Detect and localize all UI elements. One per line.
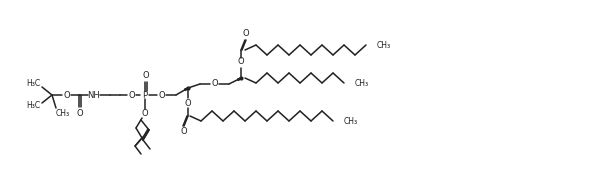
Text: O: O [180,128,187,136]
Text: O: O [142,109,148,119]
Text: O: O [76,108,83,118]
Text: P: P [142,91,148,99]
Text: O: O [212,80,218,88]
Text: CH₃: CH₃ [56,109,70,119]
Text: O: O [158,91,166,99]
Text: O: O [143,71,149,81]
Text: CH₃: CH₃ [377,40,391,50]
Text: O: O [64,91,70,99]
Text: CH₃: CH₃ [344,116,358,125]
Text: O: O [238,57,244,67]
Text: O: O [185,99,191,108]
Text: H₃C: H₃C [26,101,40,111]
Text: NH: NH [88,91,100,99]
Text: H₃C: H₃C [26,80,40,88]
Text: CH₃: CH₃ [355,78,369,88]
Text: O: O [128,91,136,99]
Text: O: O [242,29,249,39]
